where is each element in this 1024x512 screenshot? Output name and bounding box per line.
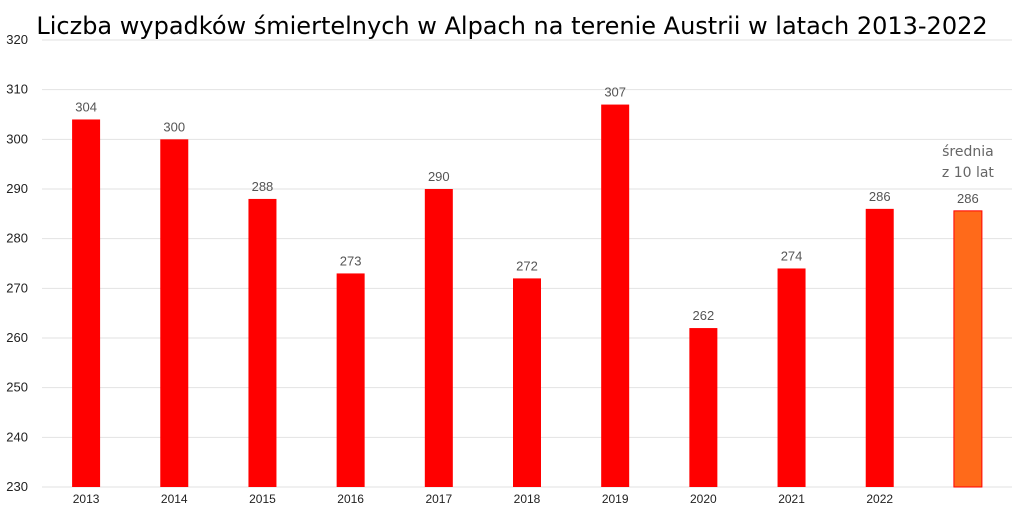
chart-title: Liczba wypadków śmiertelnych w Alpach na… [36, 12, 987, 40]
bar-2022 [865, 208, 894, 487]
average-note-line: z 10 lat [942, 165, 995, 181]
y-tick-label: 260 [6, 330, 28, 345]
y-tick-label: 250 [6, 380, 28, 395]
y-tick-label: 290 [6, 181, 28, 196]
y-axis-ticks: 230 240 250 260 270 280 290 300 310 320 [6, 32, 28, 494]
data-label: 273 [340, 253, 362, 268]
x-tick-label: 2019 [602, 492, 629, 506]
x-tick-label: 2020 [690, 492, 717, 506]
y-tick-label: 270 [6, 280, 28, 295]
x-tick-label: 2013 [73, 492, 100, 506]
data-label: 288 [252, 179, 274, 194]
x-tick-label: 2015 [249, 492, 276, 506]
data-label: 286 [869, 189, 891, 204]
bars [72, 104, 983, 488]
data-labels: 304 300 288 273 290 272 307 262 274 286 286 [75, 85, 979, 324]
bar-2016 [336, 273, 365, 487]
data-label: 286 [957, 191, 979, 206]
bar-2013 [72, 119, 101, 487]
bar-2017 [424, 189, 453, 487]
y-tick-label: 300 [6, 131, 28, 146]
average-note: średnia z 10 lat [942, 144, 995, 181]
average-note-line: średnia [942, 144, 994, 160]
bar-2020 [689, 328, 718, 487]
data-label: 272 [516, 258, 538, 273]
y-tick-label: 230 [6, 479, 28, 494]
bar-2021 [777, 268, 806, 487]
x-tick-label: 2018 [514, 492, 541, 506]
x-tick-label: 2016 [337, 492, 364, 506]
y-tick-label: 310 [6, 82, 28, 97]
x-tick-label: 2014 [161, 492, 188, 506]
data-label: 262 [693, 308, 715, 323]
bar-2018 [513, 278, 541, 487]
y-tick-label: 240 [6, 429, 28, 444]
data-label: 300 [163, 119, 185, 134]
x-tick-label: 2017 [425, 492, 452, 506]
data-label: 307 [604, 85, 626, 100]
bar-2014 [160, 139, 189, 488]
x-axis-ticks: 2013 2014 2015 2016 2017 2018 2019 2020 2021 2022 [73, 492, 894, 506]
y-tick-label: 280 [6, 231, 28, 246]
data-label: 274 [781, 248, 803, 263]
y-tick-label: 320 [6, 32, 28, 47]
bar-average [953, 210, 983, 488]
data-label: 290 [428, 169, 450, 184]
bar-2019 [601, 104, 630, 488]
x-tick-label: 2021 [778, 492, 805, 506]
data-label: 304 [75, 99, 97, 114]
bar-2015 [248, 198, 277, 487]
x-tick-label: 2022 [866, 492, 893, 506]
